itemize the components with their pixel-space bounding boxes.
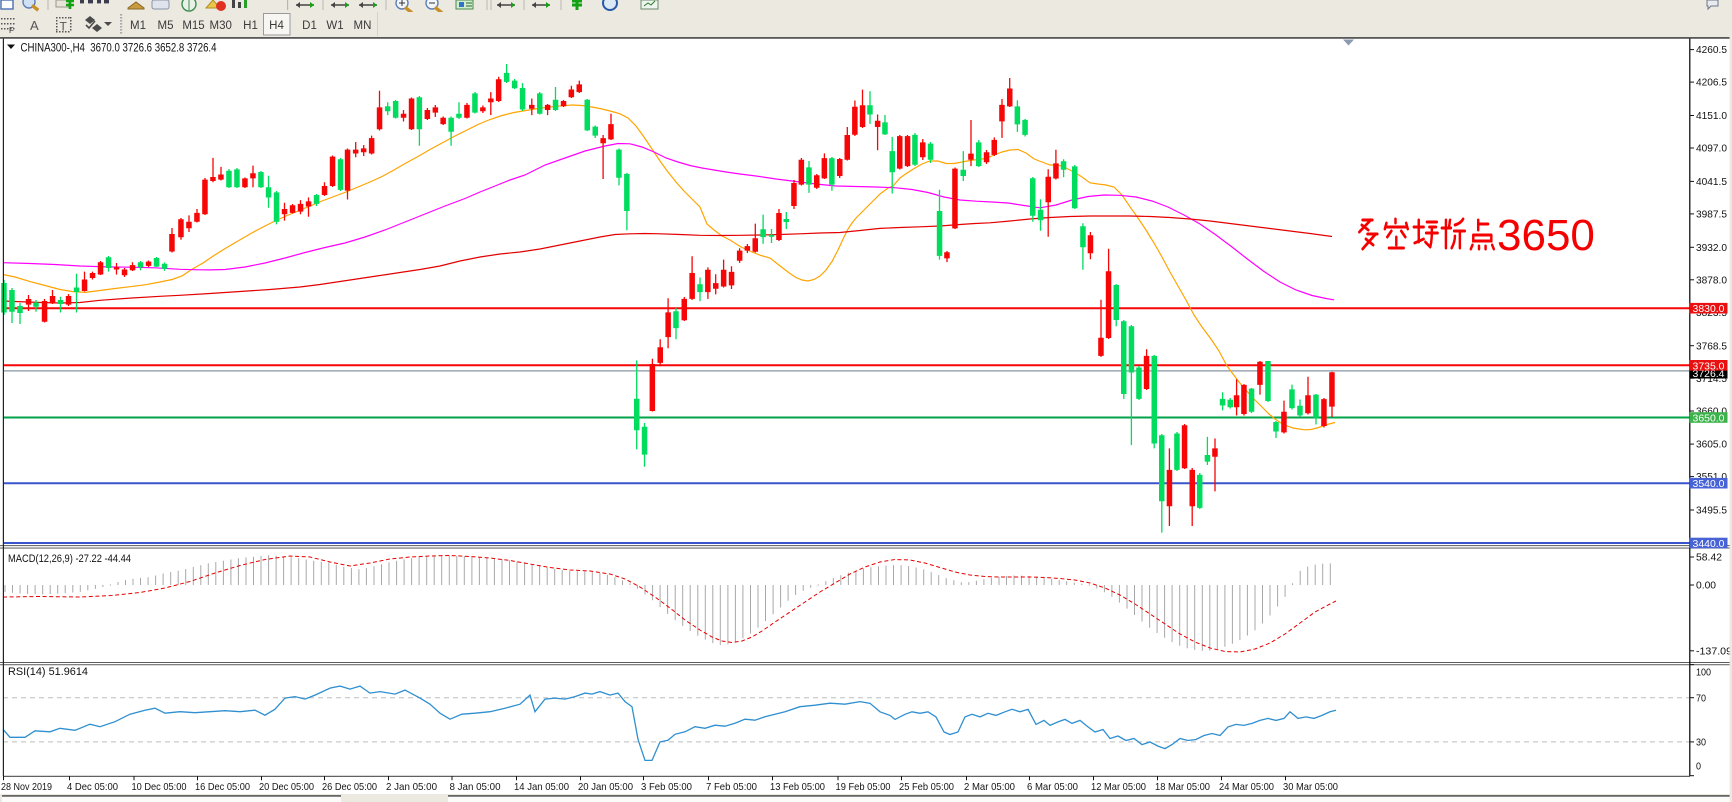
svg-text:H4: H4 xyxy=(269,20,284,32)
svg-text:F: F xyxy=(9,26,14,35)
svg-text:MN: MN xyxy=(354,20,372,32)
svg-text:2 Mar 05:00: 2 Mar 05:00 xyxy=(964,781,1015,793)
svg-text:M1: M1 xyxy=(130,20,146,32)
svg-text:M30: M30 xyxy=(210,20,232,32)
svg-text:3878.0: 3878.0 xyxy=(1696,274,1727,286)
svg-text:10 Dec 05:00: 10 Dec 05:00 xyxy=(132,781,187,793)
svg-text:7 Feb 05:00: 7 Feb 05:00 xyxy=(706,781,757,793)
svg-text:M5: M5 xyxy=(158,20,174,32)
svg-text:3 Feb 05:00: 3 Feb 05:00 xyxy=(641,781,692,793)
svg-text:18 Mar 05:00: 18 Mar 05:00 xyxy=(1155,781,1210,793)
svg-text:3987.5: 3987.5 xyxy=(1696,209,1727,221)
svg-text:3540.0: 3540.0 xyxy=(1693,478,1725,490)
svg-text:4 Dec 05:00: 4 Dec 05:00 xyxy=(67,781,118,793)
svg-text:3605.0: 3605.0 xyxy=(1696,439,1727,451)
svg-text:25 Feb 05:00: 25 Feb 05:00 xyxy=(899,781,954,793)
svg-text:A: A xyxy=(30,18,39,33)
svg-text:14 Jan 05:00: 14 Jan 05:00 xyxy=(514,781,569,793)
svg-text:4151.0: 4151.0 xyxy=(1696,110,1727,122)
svg-text:-137.09: -137.09 xyxy=(1696,645,1732,657)
svg-text:3830.0: 3830.0 xyxy=(1693,303,1725,315)
svg-text:20 Dec 05:00: 20 Dec 05:00 xyxy=(259,781,314,793)
svg-text:T: T xyxy=(60,20,68,34)
svg-text:W1: W1 xyxy=(326,20,343,32)
svg-text:4260.5: 4260.5 xyxy=(1696,44,1727,56)
svg-text:16 Dec 05:00: 16 Dec 05:00 xyxy=(195,781,250,793)
svg-text:58.42: 58.42 xyxy=(1696,552,1722,564)
svg-text:4097.0: 4097.0 xyxy=(1696,143,1727,155)
svg-text:3650.0: 3650.0 xyxy=(1693,413,1725,425)
svg-text:28 Nov 2019: 28 Nov 2019 xyxy=(1,781,52,793)
svg-text:RSI(14) 51.9614: RSI(14) 51.9614 xyxy=(8,666,88,678)
svg-text:3735.0: 3735.0 xyxy=(1693,360,1725,372)
svg-text:3932.0: 3932.0 xyxy=(1696,242,1727,254)
svg-text:100: 100 xyxy=(1696,667,1711,679)
svg-text:26 Dec 05:00: 26 Dec 05:00 xyxy=(322,781,377,793)
svg-text:30: 30 xyxy=(1696,737,1706,749)
svg-text:30 Mar 05:00: 30 Mar 05:00 xyxy=(1283,781,1338,793)
svg-text:24 Mar 05:00: 24 Mar 05:00 xyxy=(1219,781,1274,793)
svg-text:12 Mar 05:00: 12 Mar 05:00 xyxy=(1091,781,1146,793)
svg-text:0: 0 xyxy=(1696,761,1701,773)
svg-text:H1: H1 xyxy=(243,20,258,32)
svg-text:2 Jan 05:00: 2 Jan 05:00 xyxy=(386,781,437,793)
svg-text:3650: 3650 xyxy=(1497,211,1595,260)
svg-text:6 Mar 05:00: 6 Mar 05:00 xyxy=(1027,781,1078,793)
svg-text:3768.5: 3768.5 xyxy=(1696,340,1727,352)
svg-text:MACD(12,26,9) -27.22 -44.44: MACD(12,26,9) -27.22 -44.44 xyxy=(8,553,131,565)
svg-text:20 Jan 05:00: 20 Jan 05:00 xyxy=(578,781,633,793)
svg-text:3440.0: 3440.0 xyxy=(1693,538,1725,550)
svg-text:4206.5: 4206.5 xyxy=(1696,77,1727,89)
svg-text:8 Jan 05:00: 8 Jan 05:00 xyxy=(450,781,501,793)
svg-text:4041.5: 4041.5 xyxy=(1696,176,1727,188)
svg-text:3726.4: 3726.4 xyxy=(1693,368,1725,380)
svg-text:D1: D1 xyxy=(302,20,317,32)
svg-text:0.00: 0.00 xyxy=(1696,580,1716,592)
svg-text:19 Feb 05:00: 19 Feb 05:00 xyxy=(836,781,891,793)
svg-text:CHINA300-,H4 3670.0 3726.6 36: CHINA300-,H4 3670.0 3726.6 3652.8 3726.4 xyxy=(21,43,217,55)
svg-text:M15: M15 xyxy=(182,20,204,32)
svg-text:3495.5: 3495.5 xyxy=(1696,505,1727,517)
svg-text:13 Feb 05:00: 13 Feb 05:00 xyxy=(770,781,825,793)
svg-text:70: 70 xyxy=(1696,692,1706,704)
